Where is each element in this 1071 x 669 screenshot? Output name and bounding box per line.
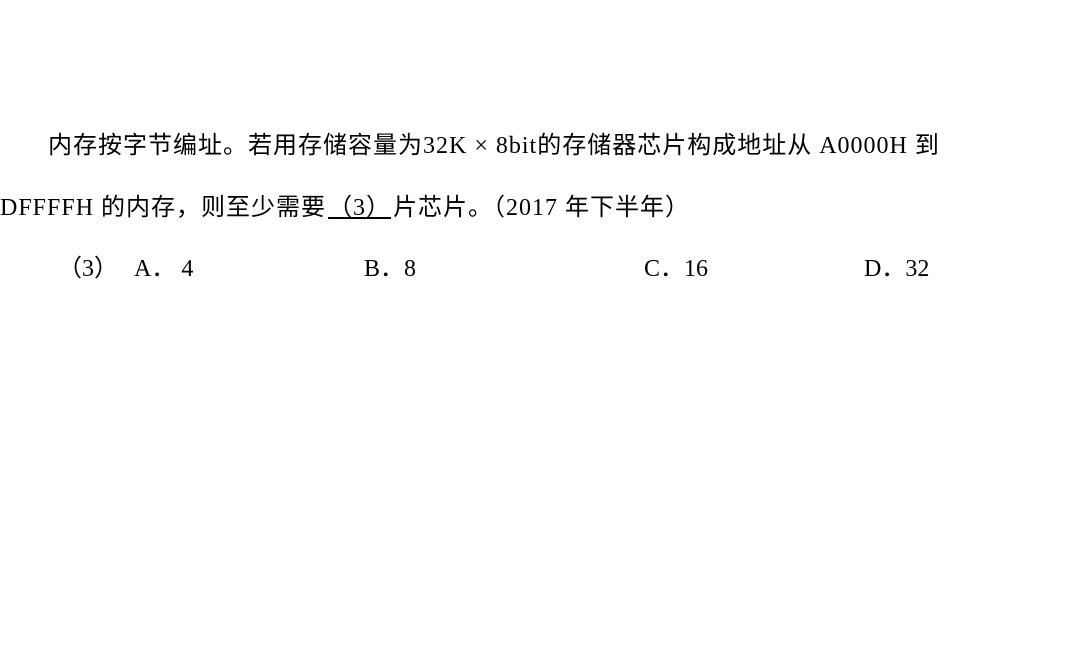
line2-before: DFFFFH 的内存，则至少需要: [0, 195, 326, 221]
option-b: B．8: [364, 248, 644, 283]
question-line-2: DFFFFH 的内存，则至少需要（3）片芯片。（2017 年下半年）: [0, 177, 1071, 239]
option-a: A． 4: [134, 248, 364, 283]
option-d: D．32: [864, 248, 1014, 283]
line2-after: 片芯片。（2017 年下半年）: [393, 195, 690, 221]
blank: （3）: [326, 195, 393, 221]
question-line-1: 内存按字节编址。若用存储容量为32K × 8bit的存储器芯片构成地址从 A00…: [0, 115, 1071, 177]
option-number: （3）: [0, 248, 134, 283]
option-c: C．16: [644, 248, 864, 283]
question-block: 内存按字节编址。若用存储容量为32K × 8bit的存储器芯片构成地址从 A00…: [0, 0, 1071, 283]
options-row: （3） A． 4 B．8 C．16 D．32: [0, 248, 1071, 283]
question-stem: 内存按字节编址。若用存储容量为32K × 8bit的存储器芯片构成地址从 A00…: [0, 115, 1071, 240]
